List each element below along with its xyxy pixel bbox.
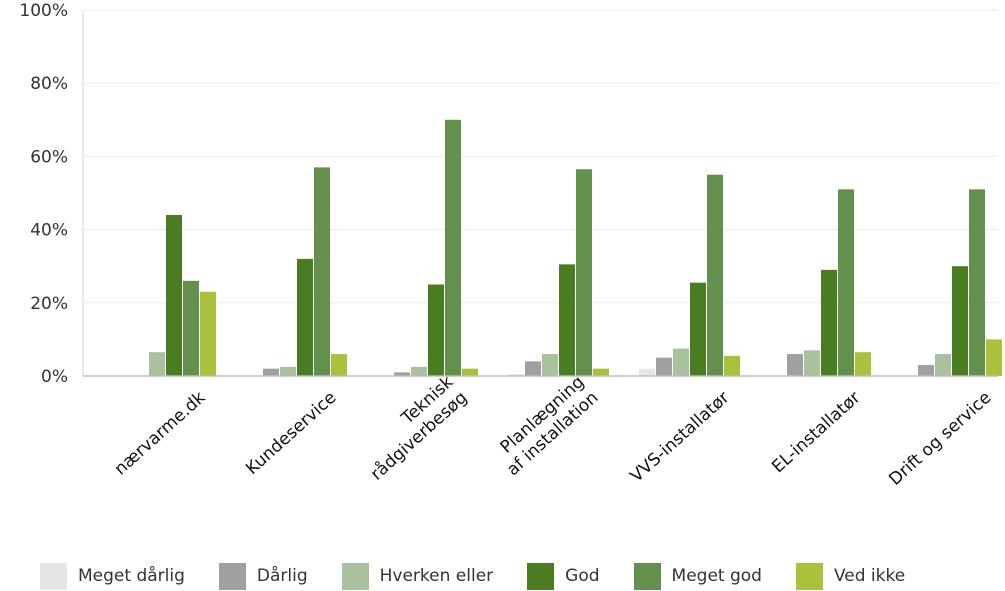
bar (707, 174, 723, 376)
bar (935, 354, 951, 376)
bar (462, 368, 478, 376)
bar (639, 368, 655, 376)
legend-label: Meget god (671, 566, 762, 586)
x-axis-ticks: nærvarme.dk Kundeservice Tekniskrådgiverbe… (111, 372, 996, 490)
x-tick-label-line: nærvarme.dk (111, 388, 210, 480)
bar (952, 266, 968, 376)
bar (918, 365, 934, 376)
legend-label: Meget dårlig (78, 566, 185, 586)
legend-swatch (218, 562, 246, 590)
bar (969, 189, 985, 376)
legend-item[interactable]: Hverken eller (341, 562, 494, 590)
legend: Meget dårlig Dårlig Hverken eller God Meget … (40, 561, 939, 591)
bar (724, 355, 740, 376)
bar (821, 269, 837, 376)
bar (787, 354, 803, 376)
bar (200, 291, 216, 376)
bar (593, 368, 609, 376)
x-tick-label: VVS-installatør (627, 388, 734, 487)
x-tick-label: Planlægningaf installation (489, 372, 602, 480)
bar (297, 258, 313, 376)
legend-label: God (565, 566, 600, 586)
bar (559, 264, 575, 376)
bar (280, 366, 296, 376)
x-tick-label: Drift og service (885, 388, 995, 490)
bar (331, 354, 347, 376)
x-tick-label-line: Drift og service (885, 388, 995, 490)
x-tick-label-line: VVS-installatør (627, 388, 734, 487)
bar (394, 372, 410, 376)
bar (838, 189, 854, 376)
legend-label: Hverken eller (379, 566, 494, 586)
y-axis-ticks: 0% 20% 40% 60% 80% 100% (19, 1, 68, 387)
bar (411, 366, 427, 376)
bars (149, 119, 1002, 377)
bar (445, 119, 461, 377)
bar (428, 284, 444, 376)
bar (542, 354, 558, 376)
bar (166, 214, 182, 376)
y-tick-label: 60% (30, 147, 68, 167)
x-tick-label: nærvarme.dk (111, 388, 210, 480)
legend-swatch (795, 562, 823, 590)
y-tick-label: 100% (19, 1, 68, 21)
x-tick-label: Kundeservice (242, 388, 340, 479)
x-tick-label: Tekniskrådgiverbesøg (353, 372, 472, 485)
bar (314, 167, 330, 376)
bar (183, 280, 199, 376)
bar (804, 350, 820, 376)
y-tick-label: 0% (41, 367, 68, 387)
bar (508, 374, 524, 376)
bar (986, 339, 1002, 376)
legend-swatch (40, 562, 67, 590)
legend-item[interactable]: Meget god (633, 562, 762, 590)
bar (855, 352, 871, 376)
legend-swatch (527, 562, 555, 590)
legend-label: Dårlig (256, 566, 308, 586)
bar (690, 282, 706, 376)
legend-item[interactable]: Meget dårlig (40, 562, 185, 590)
legend-item[interactable]: God (527, 562, 600, 590)
legend-item[interactable]: Dårlig (218, 562, 308, 590)
bar (673, 348, 689, 376)
x-tick-label-line: EL-installatør (768, 388, 864, 477)
x-tick-label-line: Kundeservice (242, 388, 340, 479)
legend-item[interactable]: Ved ikke (795, 562, 906, 590)
x-tick-label: EL-installatør (768, 388, 864, 477)
bar (525, 361, 541, 376)
y-tick-label: 80% (30, 74, 68, 94)
y-tick-label: 40% (30, 221, 68, 241)
bar (576, 169, 592, 376)
bar (149, 352, 165, 376)
bar (263, 368, 279, 376)
legend-swatch (633, 562, 661, 590)
y-tick-label: 20% (30, 294, 68, 314)
gridlines (83, 9, 998, 304)
legend-label: Ved ikke (833, 566, 906, 586)
legend-swatch (341, 562, 369, 590)
bar (656, 357, 672, 376)
